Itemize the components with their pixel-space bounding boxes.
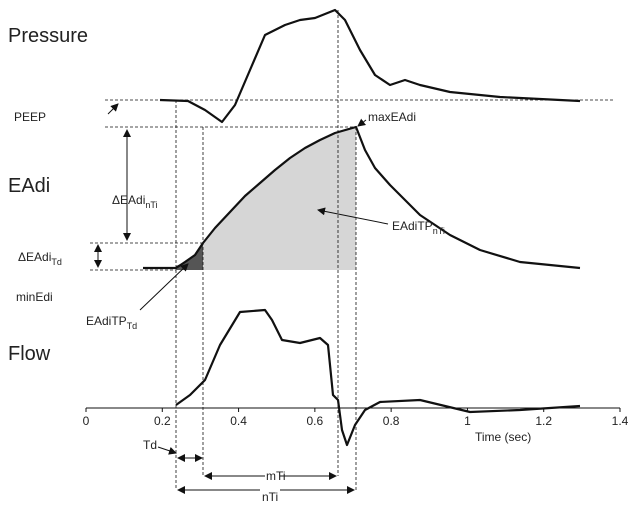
panel-label: EAdi [8,175,50,197]
label: Td [143,438,157,452]
axis-label: Time (sec) [475,430,531,444]
tick-label: 0.2 [154,414,171,428]
panel-label: Pressure [8,25,88,47]
tick-label: 0.6 [307,414,324,428]
curves [143,8,581,447]
panel-label: Flow [8,343,51,365]
label: minEdi [16,290,53,304]
tick-label: 0 [83,414,90,428]
label: EAdiTPnTi [392,219,445,236]
label: ΔEAdinTi [112,193,158,210]
guides [90,10,615,490]
tick-label: 1.2 [535,414,552,428]
tick-label: 0.4 [230,414,247,428]
label: PEEP [14,110,46,124]
tick-label: 1 [464,414,471,428]
x-axis: 0 0.2 0.4 0.6 0.8 1 1.2 1.4 [83,407,629,428]
label: EAdiTPTd [86,314,137,331]
label: maxEAdi [368,110,416,124]
arrows [94,103,389,494]
tick-label: 1.4 [612,414,629,428]
tick-label: 0.8 [383,414,400,428]
label: nTi [262,490,278,504]
label: ΔEAdiTd [18,250,62,267]
label: mTi [266,469,286,483]
